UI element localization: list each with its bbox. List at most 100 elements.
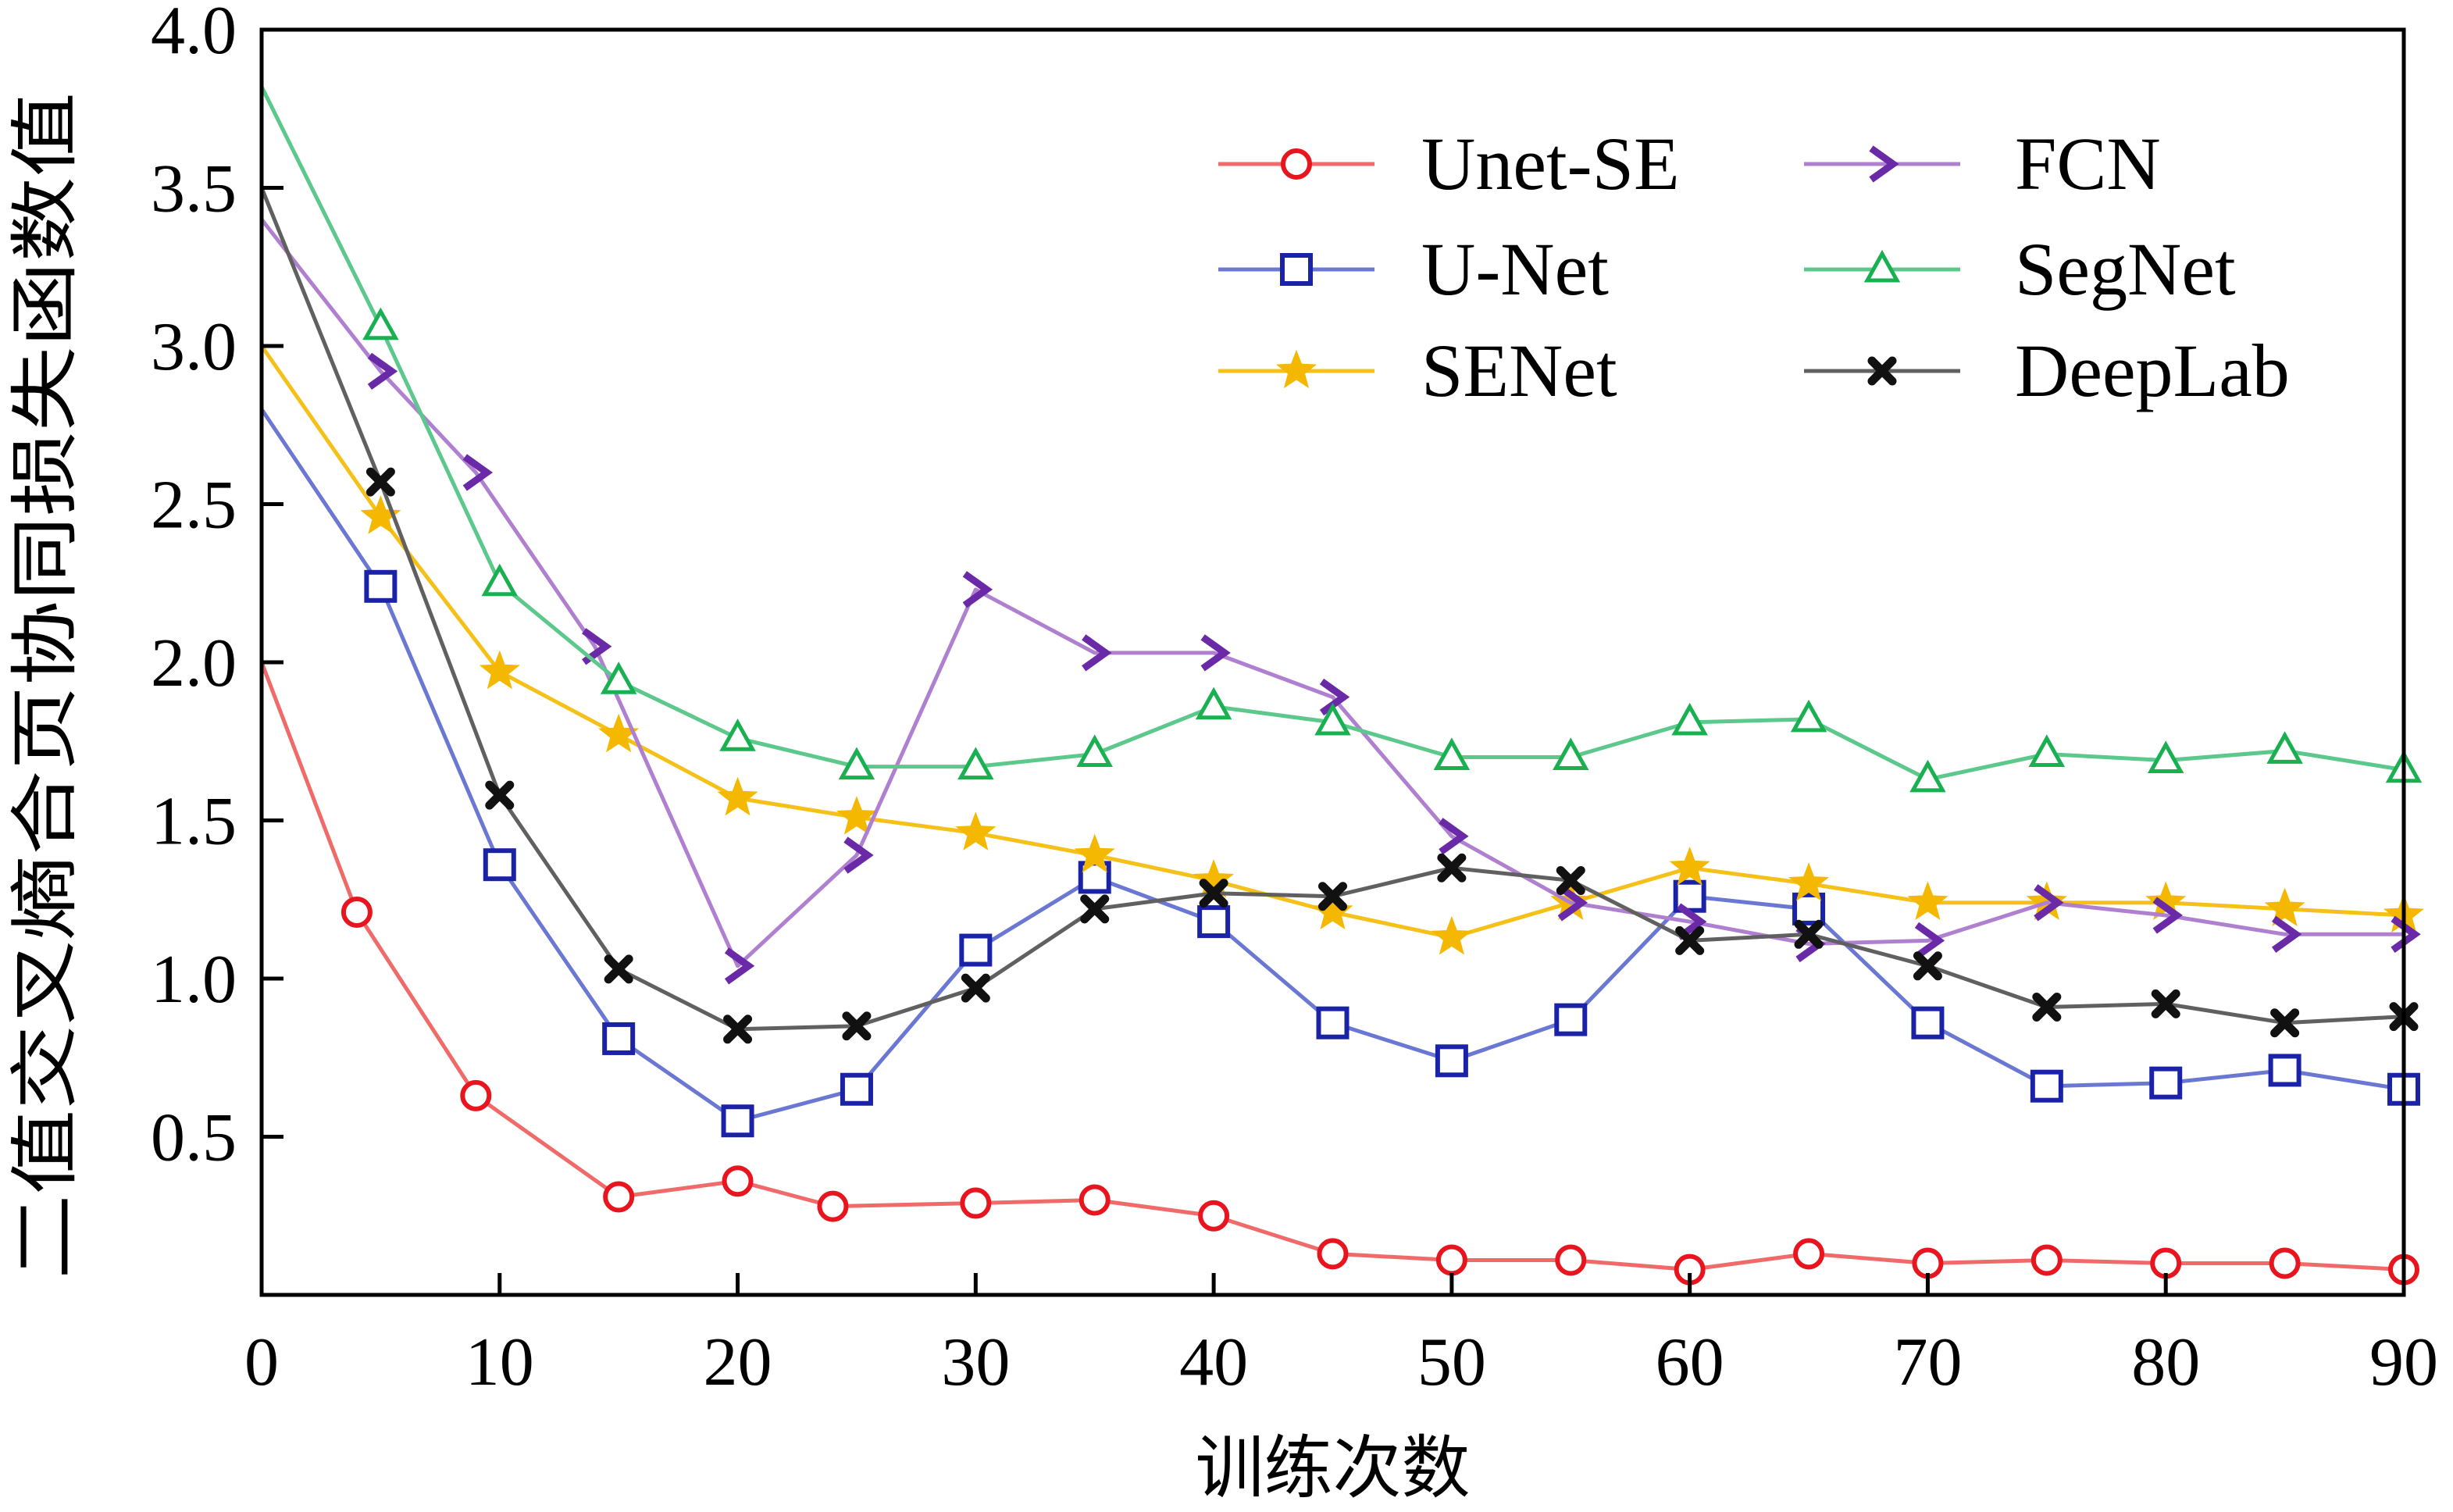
legend-label: SENet [1421, 329, 1617, 412]
data-point [460, 1079, 492, 1111]
legend-marker [1867, 356, 1897, 386]
data-point [602, 1022, 636, 1055]
y-tick-label: 2.0 [151, 626, 237, 701]
data-point [838, 747, 875, 780]
data-point [2030, 1244, 2063, 1276]
data-point [485, 780, 515, 810]
data-point [1792, 892, 1826, 925]
data-point [1555, 1244, 1587, 1276]
data-point [479, 650, 520, 690]
data-point [2030, 1069, 2063, 1103]
x-tick-label: 80 [2131, 1325, 2200, 1400]
data-point [1790, 699, 1827, 733]
series-fcn [260, 218, 2421, 985]
x-tick-label: 0 [244, 1325, 279, 1400]
data-point [367, 352, 398, 390]
data-point [1914, 922, 1945, 960]
data-point [340, 896, 373, 928]
data-point [959, 933, 993, 967]
data-point [365, 467, 395, 497]
data-point [1671, 702, 1708, 736]
legend-label: SegNet [2015, 227, 2236, 311]
legend-item: U-Net [1218, 227, 1609, 311]
data-point [1082, 634, 1112, 672]
legend-item: DeepLab [1804, 329, 2290, 412]
data-point [1675, 925, 1705, 955]
data-point [721, 1104, 754, 1138]
data-point [1554, 1003, 1588, 1036]
data-point [1907, 881, 1948, 920]
legend-label: U-Net [1421, 227, 1609, 311]
legend-label: FCN [2015, 122, 2161, 205]
data-point [717, 776, 758, 816]
data-point [962, 571, 993, 608]
data-point [1080, 894, 1110, 924]
legend-item: Unet-SE [1218, 122, 1680, 205]
data-point [2032, 992, 2062, 1022]
y-tick-label: 0.5 [151, 1100, 237, 1176]
data-point [2152, 897, 2183, 934]
series-u-net [259, 408, 2420, 1138]
series-layer [259, 85, 2425, 1286]
y-tick-label: 1.0 [151, 942, 237, 1018]
data-point [1788, 862, 1830, 901]
data-point [1199, 879, 1228, 908]
data-point [843, 836, 874, 874]
data-point [1200, 634, 1231, 672]
data-point [1553, 737, 1589, 770]
data-point [2271, 915, 2302, 953]
data-point [600, 662, 637, 694]
legend-marker [1863, 249, 1901, 283]
legend-marker [1280, 253, 1313, 286]
data-point [2028, 734, 2066, 767]
series-senet [259, 344, 2425, 955]
data-point [840, 1072, 873, 1106]
data-point [1079, 1184, 1111, 1216]
x-tick-label: 40 [1179, 1325, 1248, 1400]
legend-marker [1281, 148, 1312, 180]
legend-item: SENet [1218, 329, 1617, 412]
data-point [960, 1187, 992, 1219]
data-point [2391, 915, 2421, 953]
data-point [1557, 884, 1588, 922]
data-point [2034, 884, 2064, 922]
data-point [1793, 1238, 1825, 1270]
legend-marker [1869, 145, 1899, 183]
data-point [2150, 1247, 2182, 1279]
data-point [483, 848, 516, 882]
x-tick-label: 70 [1893, 1325, 1962, 1400]
y-tick-label: 3.5 [151, 152, 237, 227]
data-point [1319, 678, 1350, 716]
data-point [836, 796, 878, 835]
data-point [360, 495, 401, 534]
legend-item: FCN [1804, 122, 2161, 205]
data-point [1195, 686, 1232, 720]
data-point [719, 719, 756, 751]
series-line [259, 344, 2405, 940]
legend-label: DeepLab [2015, 329, 2290, 412]
plot-frame [259, 27, 2406, 1297]
data-point [1316, 1006, 1350, 1040]
data-point [2264, 887, 2305, 927]
x-tick-label: 60 [1656, 1325, 1724, 1400]
data-point [1435, 1244, 1467, 1276]
data-point [2268, 1054, 2301, 1087]
x-tick-label: 20 [704, 1325, 772, 1400]
data-point [1076, 734, 1113, 767]
x-tick-label: 30 [941, 1325, 1010, 1400]
x-axis-title: 训练次数 [1195, 1428, 1470, 1508]
legend-item: SegNet [1804, 227, 2236, 311]
y-tick-label: 1.5 [151, 784, 237, 860]
data-point [1912, 1247, 1944, 1279]
data-point [1909, 759, 1946, 793]
data-point [362, 307, 399, 341]
series-deeplab [259, 187, 2419, 1044]
y-tick-label: 2.5 [151, 468, 237, 544]
data-point [724, 947, 755, 985]
data-point [2269, 1247, 2301, 1279]
x-tick-label: 90 [2369, 1325, 2438, 1400]
data-point [842, 1011, 872, 1041]
data-point [1198, 1200, 1230, 1232]
data-point [1433, 737, 1471, 770]
data-point [2151, 989, 2180, 1018]
